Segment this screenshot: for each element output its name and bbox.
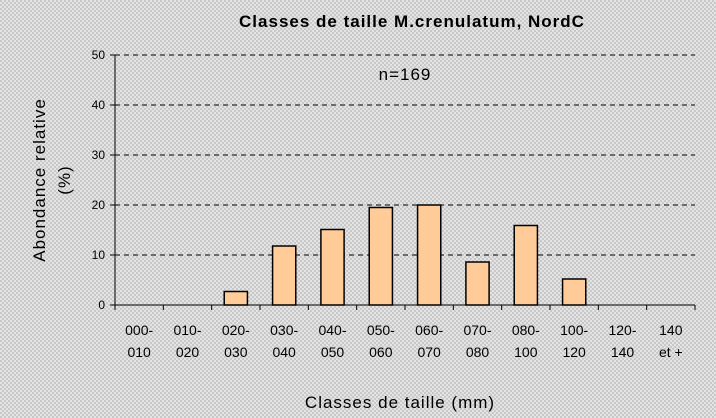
x-tick-label: 100-120	[560, 322, 588, 360]
x-tick-label: 080-100	[512, 322, 540, 360]
bar	[465, 261, 490, 306]
chart-title: Classes de taille M.crenulatum, NordC	[239, 12, 585, 31]
x-tick-label: 010-020	[173, 322, 201, 360]
bar	[513, 224, 539, 306]
bar	[561, 278, 587, 306]
x-tick-label: 070-080	[463, 322, 491, 360]
y-tick-label: 40	[92, 98, 106, 112]
y-tick-label: 20	[92, 198, 106, 212]
y-tick-label: 10	[92, 248, 106, 262]
y-axis-label: Abondance relative	[30, 98, 49, 262]
bar	[368, 206, 394, 306]
y-tick-label: 30	[92, 148, 106, 162]
bar	[416, 204, 442, 306]
x-tick-label: 000-010	[125, 322, 153, 360]
bar	[223, 290, 249, 306]
x-tick-label: 030-040	[270, 322, 298, 360]
bar	[320, 228, 345, 306]
x-tick-label: 050-060	[367, 322, 395, 360]
x-tick-label: 120-140	[608, 322, 636, 360]
annotation: n=169	[379, 65, 432, 84]
x-axis-label: Classes de taille (mm)	[305, 393, 495, 412]
x-tick-label: 020-030	[222, 322, 250, 360]
y-tick-label: 50	[92, 48, 106, 62]
bar	[271, 245, 297, 306]
x-tick-label: 140 et +	[659, 322, 683, 360]
y-axis-label: (%)	[55, 165, 74, 194]
x-tick-label: 060-070	[415, 322, 443, 360]
y-tick-label: 0	[98, 298, 105, 312]
x-tick-label: 040-050	[318, 322, 346, 360]
